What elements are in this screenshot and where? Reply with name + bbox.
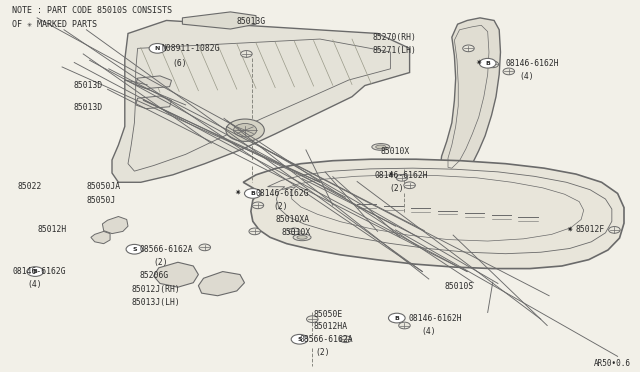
Circle shape [289, 228, 300, 235]
Circle shape [252, 202, 264, 209]
Text: 85012F: 85012F [576, 225, 605, 234]
Text: N08911-1082G: N08911-1082G [162, 44, 220, 53]
Text: 85012HA: 85012HA [314, 322, 348, 331]
Text: 85010X: 85010X [282, 228, 311, 237]
Text: N: N [155, 46, 160, 51]
Polygon shape [91, 231, 110, 244]
Text: B: B [33, 269, 38, 274]
Text: 85050JA: 85050JA [86, 182, 120, 190]
Text: B: B [250, 191, 255, 196]
Polygon shape [102, 217, 128, 234]
Text: 08146-6162H: 08146-6162H [374, 171, 428, 180]
Text: S: S [297, 337, 302, 342]
Ellipse shape [372, 144, 390, 150]
Circle shape [388, 313, 405, 323]
Ellipse shape [376, 145, 386, 149]
Circle shape [234, 124, 257, 137]
Text: 08146-6162G: 08146-6162G [256, 189, 310, 198]
Text: 85013D: 85013D [74, 103, 103, 112]
Circle shape [307, 316, 318, 323]
Text: 08566-6162A: 08566-6162A [300, 335, 353, 344]
Text: ✷: ✷ [387, 171, 394, 180]
Text: 85270(RH): 85270(RH) [372, 33, 417, 42]
Circle shape [463, 45, 474, 52]
Polygon shape [136, 96, 172, 109]
Circle shape [404, 182, 415, 189]
Text: 85206G: 85206G [140, 271, 169, 280]
Text: (6): (6) [173, 59, 188, 68]
Text: 85012H: 85012H [37, 225, 67, 234]
Circle shape [396, 174, 408, 181]
Polygon shape [198, 272, 244, 296]
Circle shape [479, 58, 496, 68]
Text: (4): (4) [421, 327, 436, 336]
Polygon shape [154, 262, 198, 287]
Text: 85013G: 85013G [237, 17, 266, 26]
Text: 08146-6162G: 08146-6162G [13, 267, 67, 276]
Circle shape [244, 189, 261, 198]
Circle shape [226, 119, 264, 141]
Circle shape [609, 227, 620, 233]
Text: (2): (2) [389, 184, 404, 193]
Text: 85010X: 85010X [381, 147, 410, 156]
Text: 08146-6162H: 08146-6162H [408, 314, 462, 323]
Text: (4): (4) [27, 280, 42, 289]
Circle shape [340, 336, 351, 343]
Text: 85010XA: 85010XA [275, 215, 309, 224]
Circle shape [149, 44, 166, 53]
Text: S: S [132, 247, 137, 252]
Text: B: B [394, 315, 399, 321]
Circle shape [241, 51, 252, 57]
Circle shape [249, 228, 260, 235]
Circle shape [126, 244, 143, 254]
Text: (2): (2) [154, 258, 168, 267]
Text: 85012J(RH): 85012J(RH) [131, 285, 180, 294]
Text: 85050E: 85050E [314, 310, 343, 319]
Text: 85050J: 85050J [86, 196, 116, 205]
Polygon shape [112, 20, 410, 182]
Circle shape [487, 61, 499, 68]
Circle shape [503, 68, 515, 75]
Circle shape [27, 267, 44, 276]
Polygon shape [440, 18, 500, 177]
Circle shape [199, 244, 211, 251]
Text: OF ✳ MARKED PARTS: OF ✳ MARKED PARTS [12, 20, 97, 29]
Text: 08566-6162A: 08566-6162A [140, 245, 193, 254]
Text: ✷: ✷ [235, 189, 241, 198]
Text: ✷: ✷ [566, 225, 573, 234]
Text: B: B [485, 61, 490, 66]
Text: 85013D: 85013D [74, 81, 103, 90]
Ellipse shape [293, 234, 311, 241]
Polygon shape [136, 76, 172, 89]
Text: 85022: 85022 [18, 182, 42, 190]
Text: 08146-6162H: 08146-6162H [506, 59, 559, 68]
Circle shape [399, 322, 410, 329]
Polygon shape [243, 159, 624, 269]
Text: 85271(LH): 85271(LH) [372, 46, 417, 55]
Text: AR50•0.6: AR50•0.6 [593, 359, 630, 368]
Text: (2): (2) [315, 348, 330, 357]
Text: 85010S: 85010S [445, 282, 474, 291]
Text: 85013J(LH): 85013J(LH) [131, 298, 180, 307]
Polygon shape [182, 12, 256, 29]
Circle shape [291, 334, 308, 344]
Text: (2): (2) [273, 202, 288, 211]
Text: ✷: ✷ [476, 59, 482, 68]
Ellipse shape [297, 235, 307, 239]
Text: (4): (4) [520, 72, 534, 81]
Text: NOTE : PART CODE 85010S CONSISTS: NOTE : PART CODE 85010S CONSISTS [12, 6, 172, 15]
